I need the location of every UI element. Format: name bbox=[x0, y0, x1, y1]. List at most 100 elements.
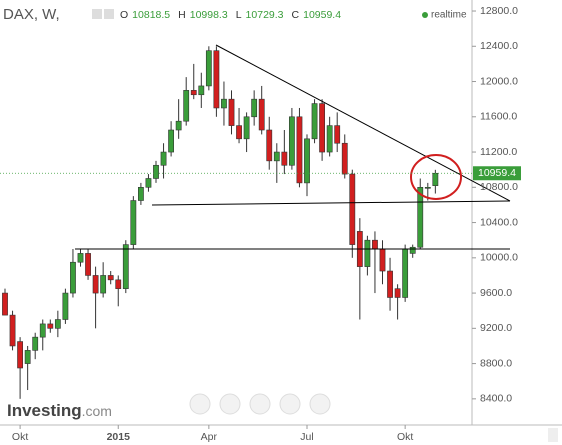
support-line bbox=[151, 200, 511, 206]
candle-body bbox=[409, 246, 416, 254]
candle-body bbox=[115, 279, 122, 289]
y-tick-label: 12400.0 bbox=[480, 40, 518, 52]
candle-body bbox=[107, 275, 114, 281]
nav-button[interactable] bbox=[189, 393, 211, 415]
candle-body bbox=[2, 292, 8, 316]
candle-body bbox=[39, 323, 46, 338]
logo-brand: Investing.com bbox=[7, 401, 112, 420]
candle-body bbox=[183, 90, 190, 122]
ohlc-value: 10729.3 bbox=[246, 9, 284, 21]
status: realtime bbox=[431, 10, 467, 21]
candle-body bbox=[54, 319, 61, 329]
candle-body bbox=[47, 323, 54, 329]
plot-area bbox=[2, 46, 439, 399]
nav-button[interactable] bbox=[309, 393, 331, 415]
last-price-box bbox=[473, 166, 521, 181]
logo-brand-text: Investing bbox=[7, 401, 82, 420]
candle-body bbox=[145, 178, 152, 188]
candle-body bbox=[24, 350, 31, 364]
status-dot bbox=[422, 12, 428, 18]
candle-body bbox=[175, 120, 182, 131]
y-tick-label: 12000.0 bbox=[480, 75, 518, 87]
nav-button[interactable] bbox=[279, 393, 301, 415]
highlight-circle bbox=[410, 154, 462, 200]
ohlc-label: O bbox=[120, 9, 128, 21]
candle-body bbox=[311, 103, 318, 140]
x-tick-label: Okt bbox=[397, 431, 413, 443]
icon[interactable] bbox=[92, 9, 102, 19]
nav-button[interactable] bbox=[249, 393, 271, 415]
candle-body bbox=[92, 275, 99, 294]
candle-body bbox=[228, 98, 235, 126]
candle-body bbox=[296, 116, 303, 184]
candle-body bbox=[266, 129, 273, 162]
candle-body bbox=[70, 261, 76, 294]
candle-body bbox=[432, 172, 439, 186]
candle-body bbox=[281, 151, 288, 166]
candle-body bbox=[160, 151, 167, 166]
y-tick-label: 11600.0 bbox=[480, 111, 517, 123]
ohlc-label: C bbox=[292, 9, 300, 21]
last-price-label: 10959.4 bbox=[478, 167, 516, 179]
icon[interactable] bbox=[104, 9, 114, 19]
candle-body bbox=[122, 244, 129, 289]
candle-body bbox=[100, 275, 107, 294]
candle-body bbox=[190, 90, 197, 96]
scroll-handle[interactable] bbox=[548, 428, 558, 442]
candle-body bbox=[394, 288, 401, 298]
candle-body bbox=[387, 270, 393, 298]
candle-body bbox=[213, 50, 220, 109]
candle-body bbox=[326, 125, 333, 153]
candle-body bbox=[17, 341, 23, 369]
x-tick-label: 2015 bbox=[107, 431, 131, 443]
x-tick-label: Jul bbox=[300, 431, 313, 443]
candle-body bbox=[341, 142, 348, 175]
candle-body bbox=[198, 85, 205, 96]
ohlc-value: 10998.3 bbox=[190, 9, 228, 21]
candle-body bbox=[130, 200, 137, 245]
candle-body bbox=[304, 138, 310, 184]
candle-body bbox=[258, 98, 265, 131]
candle-body bbox=[349, 173, 356, 245]
candle-body bbox=[153, 164, 159, 179]
candle-body bbox=[62, 292, 69, 320]
candle-body bbox=[372, 239, 378, 250]
candle-body bbox=[9, 314, 16, 347]
candle-body bbox=[417, 187, 424, 248]
logo-suffix: .com bbox=[82, 403, 112, 419]
y-tick-label: 10800.0 bbox=[480, 181, 518, 193]
candle-body bbox=[273, 151, 280, 162]
ohlc-readout: O 10818.5 H 10998.3 L 10729.3 C 10959.4 bbox=[120, 9, 341, 21]
candle-body bbox=[379, 248, 386, 272]
y-tick-label: 11200.0 bbox=[480, 146, 517, 158]
y-tick-label: 10400.0 bbox=[480, 216, 518, 228]
ohlc-value: 10818.5 bbox=[132, 9, 170, 21]
candle-body bbox=[334, 125, 341, 144]
candle-body bbox=[424, 187, 431, 189]
candle-body bbox=[205, 50, 212, 87]
nav-button[interactable] bbox=[219, 393, 241, 415]
candle-body bbox=[32, 336, 39, 351]
ohlc-value: 10959.4 bbox=[303, 9, 341, 21]
candle-body bbox=[138, 187, 144, 201]
candle-body bbox=[168, 129, 174, 153]
symbol: DAX, W, bbox=[3, 6, 60, 23]
candle-body bbox=[402, 248, 409, 298]
y-tick-label: 9600.0 bbox=[480, 287, 512, 299]
ohlc-label: L bbox=[236, 9, 242, 21]
candle-body bbox=[77, 253, 84, 263]
candle-body bbox=[243, 116, 250, 140]
x-tick-label: Okt bbox=[12, 431, 28, 443]
x-tick-label: Apr bbox=[201, 431, 218, 443]
y-tick-label: 9200.0 bbox=[480, 322, 512, 334]
candle-body bbox=[236, 125, 242, 140]
candle-body bbox=[85, 253, 91, 276]
y-tick-label: 8400.0 bbox=[480, 393, 512, 405]
y-tick-label: 8800.0 bbox=[480, 357, 512, 369]
candle-body bbox=[364, 239, 371, 267]
nav-buttons bbox=[189, 393, 331, 415]
y-tick-label: 12800.0 bbox=[480, 5, 518, 17]
